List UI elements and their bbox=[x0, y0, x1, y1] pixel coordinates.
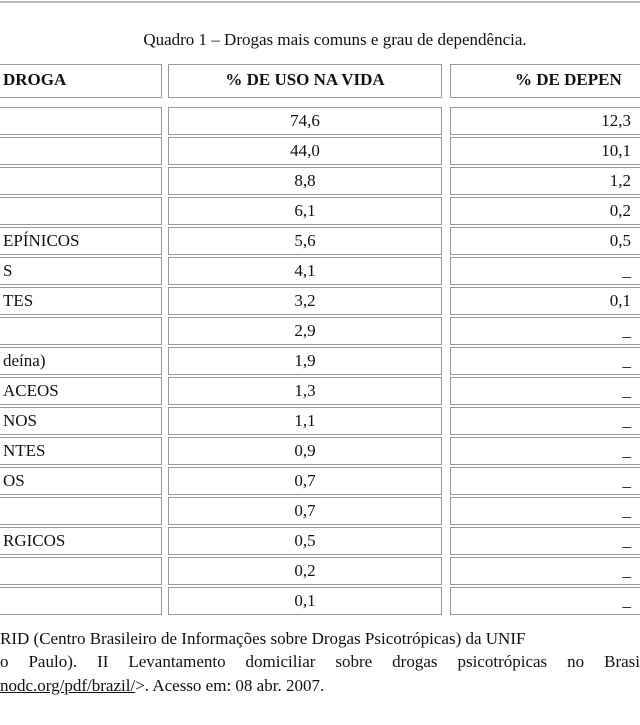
use-cell: 44,0 bbox=[168, 137, 442, 165]
use-cell: 0,5 bbox=[168, 527, 442, 555]
use-cell: 1,1 bbox=[168, 407, 442, 435]
drug-cell: S bbox=[0, 257, 162, 285]
drug-cell: OS bbox=[0, 467, 162, 495]
drug-cell: NOS bbox=[0, 407, 162, 435]
dependence-cell: _ bbox=[450, 497, 640, 525]
use-cell: 0,9 bbox=[168, 437, 442, 465]
footnote-text: >. Acesso em: 08 abr. 2007. bbox=[135, 676, 325, 695]
dependence-cell: _ bbox=[450, 347, 640, 375]
drug-cell bbox=[0, 167, 162, 195]
drug-cell bbox=[0, 317, 162, 345]
drug-cell: TES bbox=[0, 287, 162, 315]
use-cell: 5,6 bbox=[168, 227, 442, 255]
drug-cell: RGICOS bbox=[0, 527, 162, 555]
use-cell: 8,8 bbox=[168, 167, 442, 195]
use-cell: 0,1 bbox=[168, 587, 442, 615]
drug-cell: ACEOS bbox=[0, 377, 162, 405]
dependence-cell: _ bbox=[450, 527, 640, 555]
header-cell: % DE USO NA VIDA bbox=[168, 64, 442, 98]
footnote-line: o Paulo). II Levantamento domiciliar sob… bbox=[0, 652, 640, 671]
dependence-cell: _ bbox=[450, 437, 640, 465]
drug-cell: deína) bbox=[0, 347, 162, 375]
dependence-cell: _ bbox=[450, 407, 640, 435]
use-cell: 4,1 bbox=[168, 257, 442, 285]
footnote-line: RID (Centro Brasileiro de Informações so… bbox=[0, 629, 526, 648]
dependence-cell: _ bbox=[450, 557, 640, 585]
use-cell: 74,6 bbox=[168, 107, 442, 135]
dependence-cell: 12,3 bbox=[450, 107, 640, 135]
drug-cell: EPÍNICOS bbox=[0, 227, 162, 255]
header-cell: DROGA bbox=[0, 64, 162, 98]
drug-cell bbox=[0, 587, 162, 615]
drug-cell bbox=[0, 497, 162, 525]
drug-cell bbox=[0, 137, 162, 165]
dependence-cell: _ bbox=[450, 317, 640, 345]
dependence-cell: 0,2 bbox=[450, 197, 640, 225]
drug-cell bbox=[0, 557, 162, 585]
drug-cell bbox=[0, 107, 162, 135]
dependence-cell: _ bbox=[450, 377, 640, 405]
dependence-cell: 1,2 bbox=[450, 167, 640, 195]
use-cell: 0,7 bbox=[168, 467, 442, 495]
use-cell: 2,9 bbox=[168, 317, 442, 345]
dependence-cell: _ bbox=[450, 467, 640, 495]
caption: Quadro 1 – Drogas mais comuns e grau de … bbox=[143, 30, 527, 49]
use-cell: 0,2 bbox=[168, 557, 442, 585]
footnote-link: nodc.org/pdf/brazil/ bbox=[0, 676, 136, 695]
use-cell: 1,3 bbox=[168, 377, 442, 405]
dependence-cell: _ bbox=[450, 587, 640, 615]
dependence-cell: _ bbox=[450, 257, 640, 285]
dependence-cell: 10,1 bbox=[450, 137, 640, 165]
top-rule bbox=[0, 1, 640, 3]
use-cell: 3,2 bbox=[168, 287, 442, 315]
use-cell: 6,1 bbox=[168, 197, 442, 225]
use-cell: 1,9 bbox=[168, 347, 442, 375]
drug-cell: NTES bbox=[0, 437, 162, 465]
dependence-cell: 0,5 bbox=[450, 227, 640, 255]
footnote-line: nodc.org/pdf/brazil/>. Acesso em: 08 abr… bbox=[0, 676, 324, 696]
use-cell: 0,7 bbox=[168, 497, 442, 525]
drug-cell bbox=[0, 197, 162, 225]
dependence-cell: 0,1 bbox=[450, 287, 640, 315]
header-cell: % DE DEPEN bbox=[450, 64, 640, 98]
